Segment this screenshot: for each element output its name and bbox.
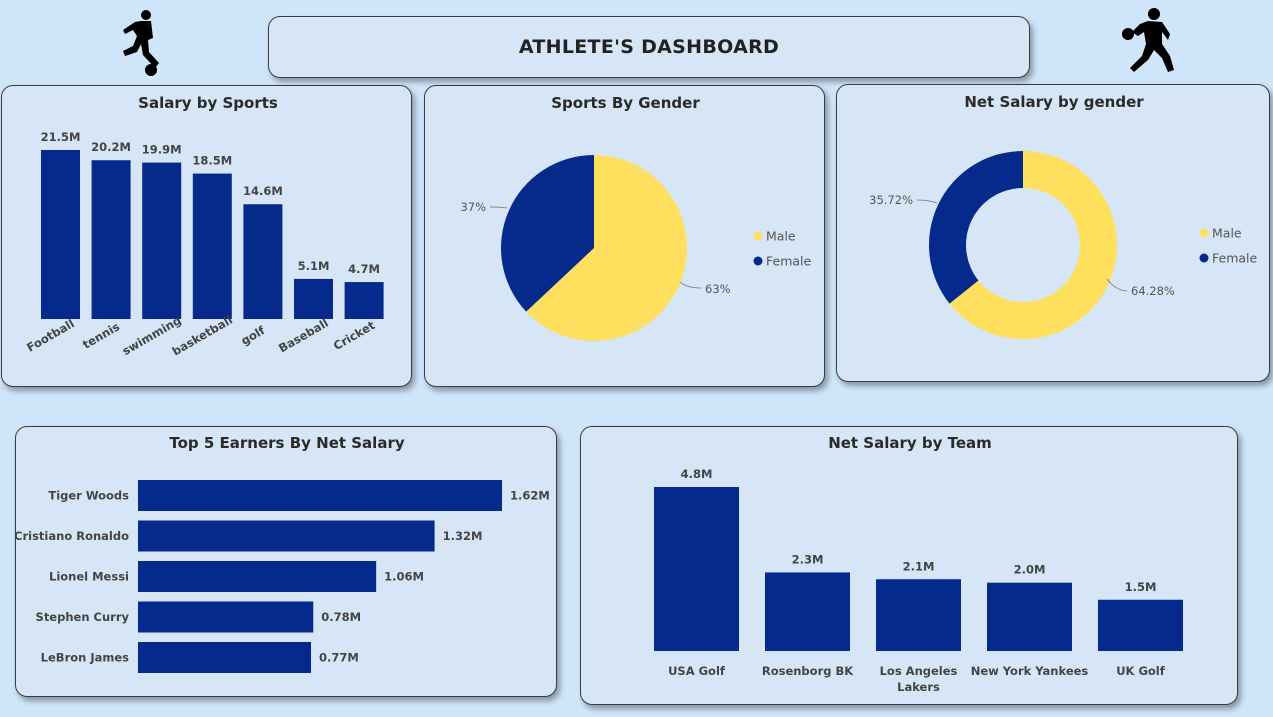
bar-1 [765, 572, 850, 651]
legend-marker [1199, 228, 1209, 238]
top-earners-card: Top 5 Earners By Net Salary Tiger Woods 1.… [15, 426, 557, 697]
legend-label: Female [1212, 251, 1258, 266]
category-label: golf [239, 323, 269, 348]
category-label: tennis [80, 319, 122, 351]
data-label: 19.9M [142, 143, 182, 157]
top-earners-chart: Top 5 Earners By Net Salary Tiger Woods 1.… [16, 434, 550, 673]
data-label: 20.2M [91, 140, 131, 154]
bar-2 [876, 579, 961, 651]
category-label: Los Angeles [880, 664, 958, 678]
salary-by-sports-card: Salary by Sports 21.5M Football 20.2M tennis… [1, 85, 412, 387]
sports-by-gender-chart: Sports By Gender 63% 37% Male Female [460, 94, 812, 341]
net-salary-by-team-card: Net Salary by Team 4.8M USA Golf 2.3M Rosenb… [580, 426, 1238, 705]
slice-female [501, 155, 594, 312]
bar-1 [91, 160, 131, 319]
data-label: 2.3M [792, 552, 824, 566]
category-label: Lakers [897, 680, 940, 694]
legend-label: Male [1212, 226, 1242, 241]
data-label: 4.7M [348, 262, 380, 276]
legend-marker [753, 231, 763, 241]
bar-0 [138, 480, 502, 511]
leader-line [1106, 278, 1128, 292]
category-label: Cristiano Ronaldo [16, 529, 129, 543]
legend-label: Female [766, 254, 812, 269]
net-salary-by-gender-card: Net Salary by gender 64.28% 35.72% Male Fema… [836, 84, 1270, 382]
bar-6 [344, 282, 384, 319]
category-label: Football [24, 316, 77, 354]
bar-0 [654, 487, 739, 651]
bar-0 [41, 150, 80, 319]
category-label: Stephen Curry [36, 610, 130, 624]
data-label: 1.62M [510, 489, 550, 503]
data-label: 0.77M [319, 651, 359, 665]
net-salary-by-gender-chart: Net Salary by gender 64.28% 35.72% Male Fema… [869, 93, 1258, 339]
chart-title: Sports By Gender [551, 94, 700, 112]
data-label: 21.5M [41, 130, 81, 144]
category-label: Cricket [331, 318, 378, 353]
category-label: Rosenborg BK [762, 664, 854, 678]
slice-male [526, 155, 687, 341]
sports-by-gender-card: Sports By Gender 63% 37% Male Female [424, 85, 825, 387]
basketball-player-icon [1122, 8, 1174, 72]
slice-male [949, 151, 1117, 339]
data-label: 2.1M [903, 559, 935, 573]
legend-label: Male [766, 229, 796, 244]
chart-title: Top 5 Earners By Net Salary [169, 434, 404, 452]
bar-2 [142, 162, 182, 319]
leader-line [916, 199, 938, 204]
category-label: New York Yankees [971, 664, 1089, 678]
data-label: 18.5M [192, 154, 232, 168]
chart-title: Net Salary by Team [828, 434, 992, 452]
bar-4 [243, 204, 283, 319]
slice-label: 63% [705, 282, 731, 296]
bar-3 [192, 173, 232, 319]
net-salary-by-team-chart: Net Salary by Team 4.8M USA Golf 2.3M Rosenb… [654, 434, 1183, 694]
chart-title: Net Salary by gender [964, 93, 1144, 111]
bar-3 [987, 582, 1072, 651]
salary-by-sports-chart: Salary by Sports 21.5M Football 20.2M tennis… [24, 94, 384, 358]
slice-female [929, 151, 1023, 304]
data-label: 4.8M [681, 467, 713, 481]
dashboard-title: ATHLETE'S DASHBOARD [268, 16, 1030, 78]
data-label: 0.78M [321, 610, 361, 624]
bar-1 [138, 520, 435, 552]
data-label: 2.0M [1014, 563, 1046, 577]
slice-label: 64.28% [1131, 284, 1175, 298]
slice-label: 35.72% [869, 193, 913, 207]
leader-line [489, 206, 508, 209]
legend-marker [753, 256, 763, 266]
category-label: Baseball [276, 316, 331, 356]
chart-title: Salary by Sports [138, 94, 278, 112]
soccer-player-icon [123, 10, 159, 76]
data-label: 1.5M [1125, 580, 1157, 594]
category-label: LeBron James [41, 651, 129, 665]
bar-4 [1098, 599, 1183, 651]
data-label: 1.06M [384, 570, 424, 584]
legend-marker [1199, 253, 1209, 263]
data-label: 5.1M [298, 259, 330, 273]
data-label: 14.6M [243, 184, 283, 198]
leader-line [679, 281, 702, 289]
bar-4 [138, 642, 312, 673]
category-label: Lionel Messi [49, 570, 129, 584]
data-label: 1.32M [443, 529, 483, 543]
category-label: USA Golf [668, 664, 726, 678]
category-label: UK Golf [1116, 664, 1166, 678]
slice-label: 37% [460, 200, 486, 214]
bar-3 [138, 601, 314, 633]
category-label: Tiger Woods [48, 489, 129, 503]
bar-2 [138, 561, 377, 592]
bar-5 [294, 278, 333, 319]
